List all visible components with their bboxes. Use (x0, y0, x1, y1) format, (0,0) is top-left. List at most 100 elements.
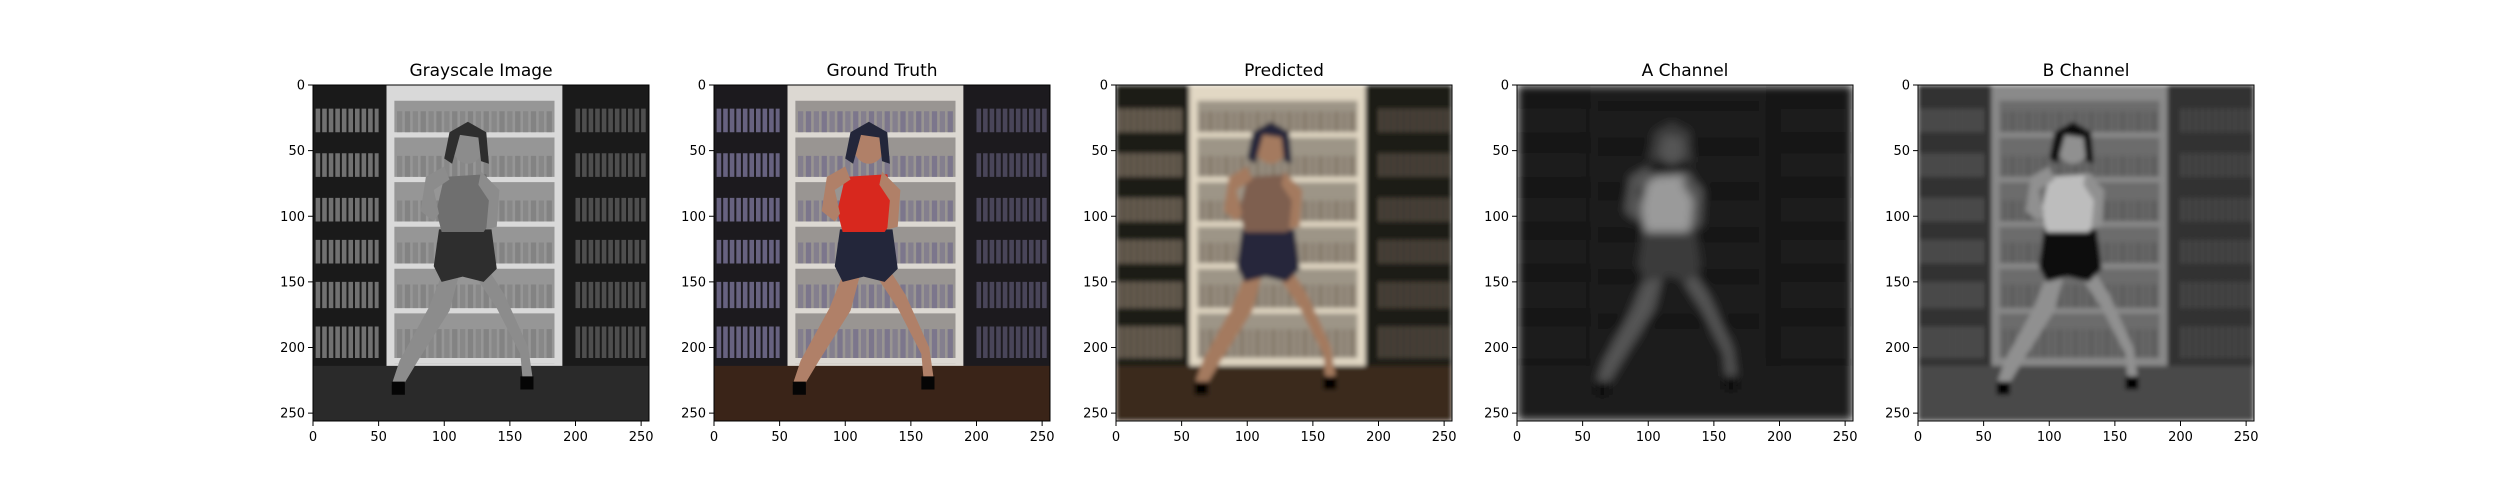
right-shoe (921, 376, 935, 390)
book-spine (530, 111, 537, 133)
book-spine (2180, 281, 2186, 309)
book-spine (1404, 326, 1410, 358)
book-spine (1616, 200, 1622, 222)
book-spine (853, 284, 859, 309)
book-spine (575, 153, 581, 177)
book-spine (1318, 284, 1324, 309)
shorts (834, 229, 898, 282)
book-spine (1294, 329, 1300, 358)
book-spine (1270, 284, 1277, 309)
book-spine (368, 108, 373, 133)
book-spine (1125, 239, 1130, 264)
book-spine (1526, 153, 1531, 177)
book-spine (1671, 329, 1678, 358)
book-spine (2104, 155, 2110, 177)
book-spine (2002, 242, 2008, 264)
book-spine (1118, 153, 1124, 177)
book-spine (1979, 239, 1984, 264)
book-spine (444, 111, 450, 133)
book-spine (742, 197, 748, 222)
book-spine (2151, 111, 2157, 133)
book-spine (1310, 155, 1316, 177)
book-spine (2200, 326, 2205, 358)
book-spine (716, 326, 722, 358)
book-spine (1009, 281, 1014, 309)
book-spine (983, 326, 988, 358)
book-spine (829, 242, 835, 264)
book-spine (2187, 197, 2192, 222)
book-spine (1131, 239, 1137, 264)
book-spine (1624, 155, 1630, 177)
book-spine (1933, 108, 1939, 133)
left-arm (420, 166, 450, 222)
book-spine (1719, 111, 1725, 133)
book-spine (775, 108, 780, 133)
shelf-board (1194, 308, 1361, 314)
book-spine (1118, 326, 1124, 358)
book-spine (2033, 242, 2039, 264)
book-spine (608, 239, 613, 264)
book-spine (1742, 200, 1748, 222)
book-spine (1973, 108, 1978, 133)
book-spine (1424, 281, 1430, 309)
book-spine (1029, 281, 1034, 309)
book-spine (931, 242, 938, 264)
book-spine (996, 153, 1001, 177)
book-spine (1029, 197, 1034, 222)
book-spine (1632, 284, 1638, 309)
book-spine (756, 281, 761, 309)
floor (1517, 365, 1853, 421)
book-spine (1966, 239, 1972, 264)
book-spine (908, 111, 914, 133)
book-spine (1608, 284, 1615, 309)
book-spine (582, 326, 587, 358)
book-spine (1703, 329, 1709, 358)
book-spine (1326, 284, 1332, 309)
book-spine (2080, 155, 2086, 177)
book-spine (805, 284, 812, 309)
book-spine (1799, 239, 1804, 264)
book-spine (374, 197, 379, 222)
book-spine (1526, 326, 1531, 358)
book-spine (2193, 239, 2199, 264)
book-spine (1973, 197, 1978, 222)
book-spine (1158, 239, 1163, 264)
book-spine (315, 108, 321, 133)
book-spine (341, 281, 347, 309)
book-spine (523, 242, 529, 264)
book-spine (507, 242, 513, 264)
book-spine (2104, 111, 2110, 133)
book-spine (1278, 284, 1284, 309)
book-spine (1247, 329, 1253, 358)
book-spine (742, 281, 748, 309)
book-spine (1378, 108, 1384, 133)
book-spine (1349, 242, 1355, 264)
book-spine (1648, 111, 1654, 133)
book-spine (538, 200, 544, 222)
book-spine (1703, 111, 1709, 133)
book-spine (1207, 242, 1214, 264)
book-spine (798, 284, 804, 309)
book-spine (1009, 239, 1014, 264)
book-spine (628, 281, 633, 309)
book-spine (1144, 197, 1150, 222)
book-spine (322, 197, 327, 222)
axes-frame (1516, 84, 1854, 422)
book-spine (1177, 153, 1182, 177)
book-spine (1519, 108, 1525, 133)
book-spine (2057, 111, 2063, 133)
book-spine (1431, 239, 1436, 264)
book-spine (355, 239, 360, 264)
book-spine (2206, 239, 2212, 264)
book-spine (1022, 153, 1028, 177)
book-spine (546, 155, 552, 177)
book-spine (374, 239, 379, 264)
book-spine (1946, 281, 1952, 309)
book-spine (749, 281, 755, 309)
book-spine (1151, 153, 1157, 177)
book-spine (2128, 242, 2134, 264)
y-tick-label: 100 (280, 210, 305, 225)
book-spine (2080, 329, 2086, 358)
book-spine (1703, 200, 1709, 222)
book-spine (805, 111, 812, 133)
